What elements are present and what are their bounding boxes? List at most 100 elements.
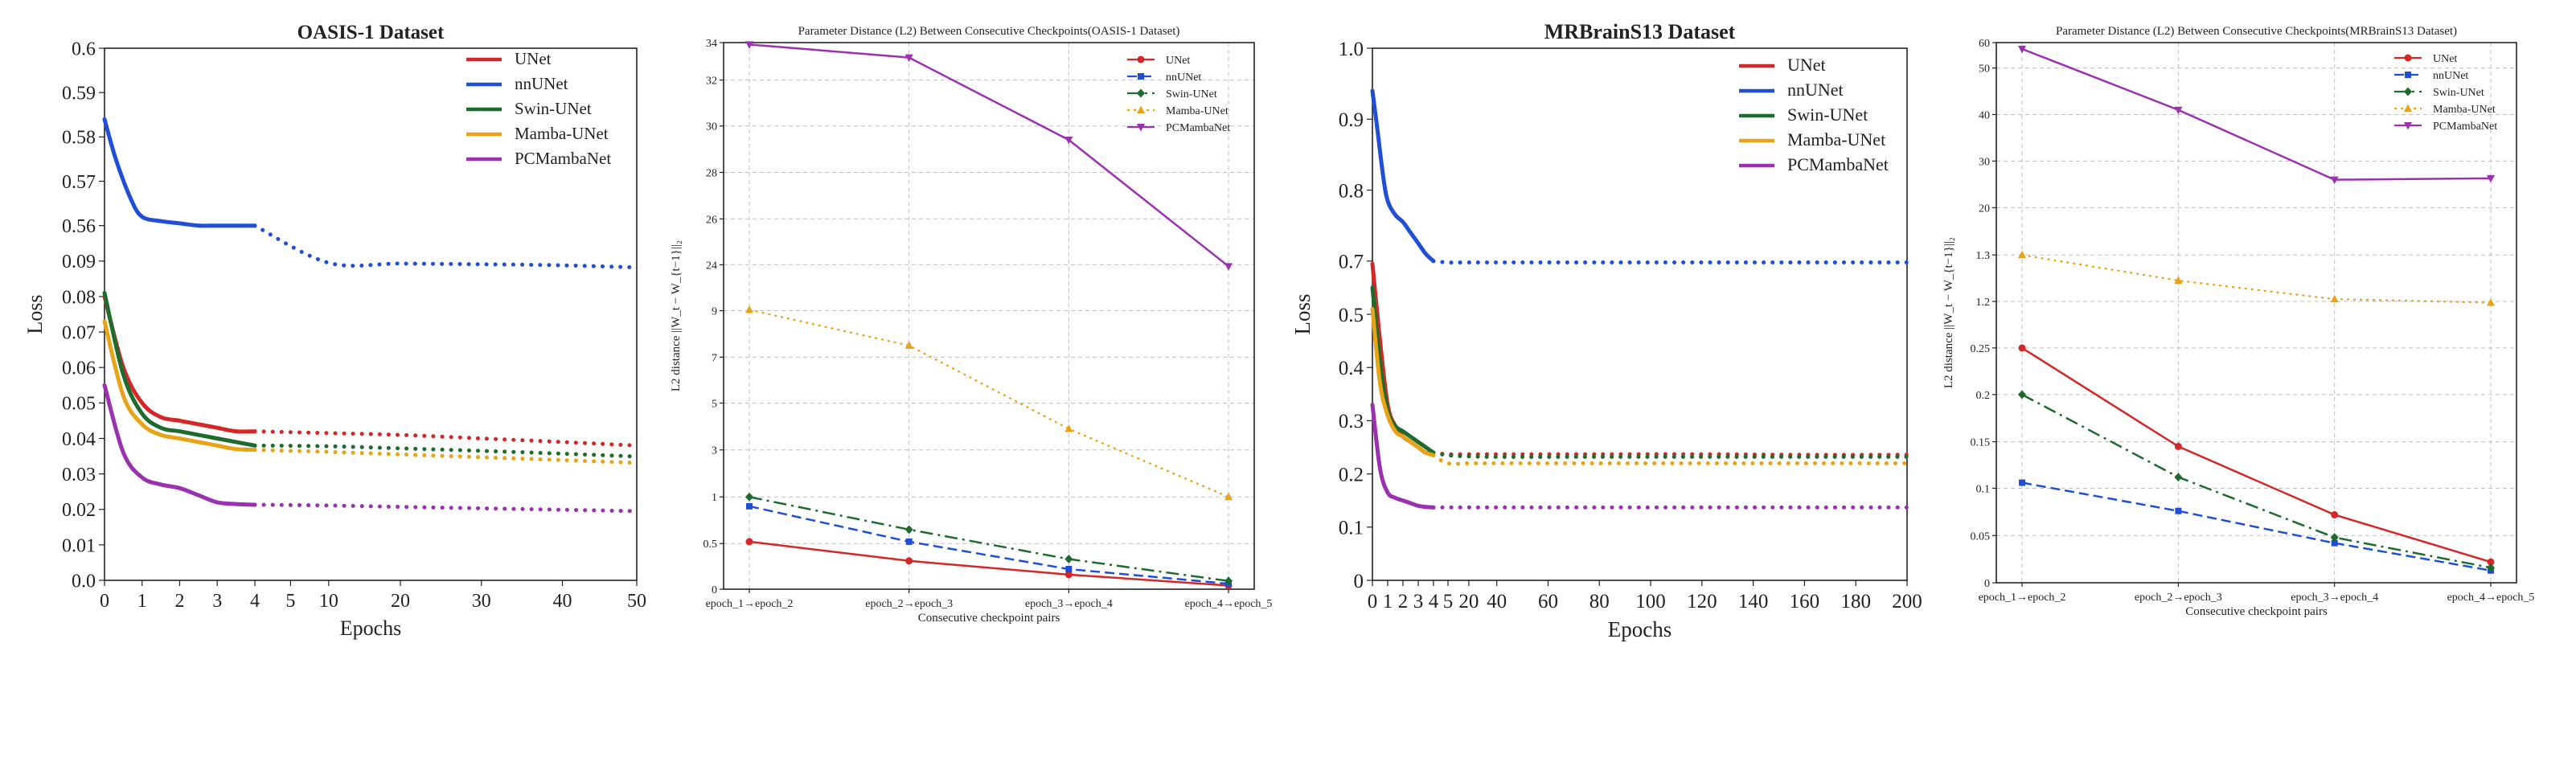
y-tick-label: 0.01: [62, 535, 96, 556]
y-tick-label: 0.0: [72, 571, 96, 592]
x-tick-label: 60: [1538, 591, 1558, 612]
x-tick-label: 1: [1383, 591, 1393, 612]
legend-label: Swin-UNet: [1787, 104, 1868, 125]
data-point: [2174, 473, 2183, 482]
series-dotted-Mamba-UNet: [1431, 453, 1909, 466]
x-axis-label: Consecutive checkpoint pairs: [918, 612, 1060, 625]
plot-frame: [1996, 42, 2517, 584]
legend-label: nnUNet: [1166, 72, 1201, 84]
data-point: [1064, 137, 1073, 145]
plot-frame: [723, 42, 1255, 590]
legend-label: PCMambaNet: [515, 149, 611, 168]
y-tick-label: 28: [706, 168, 717, 180]
y-tick-label: 60: [1979, 38, 1990, 50]
y-tick-label: 0.1: [1339, 518, 1364, 539]
series-line-Swin-UNet: [749, 495, 1229, 583]
x-tick-label: 180: [1840, 591, 1871, 612]
legend-label: UNet: [2433, 53, 2457, 65]
data-point: [904, 525, 913, 535]
legend-label: Mamba-UNet: [1787, 129, 1885, 150]
y-tick-label: 50: [1979, 63, 1990, 76]
data-point: [1224, 263, 1233, 271]
data-point: [2019, 479, 2025, 486]
plot-frame: [104, 47, 638, 581]
series-line-UNet: [102, 294, 257, 434]
x-tick-label: 200: [1892, 591, 1922, 612]
x-tick-label: epoch_3→epoch_4: [1025, 598, 1113, 610]
loss-chart-2: 0 1 2 3 4 5 20 40 60 80 100 120 140 160 180 200 0 0.1 0.2 0…: [1290, 20, 1922, 641]
x-axis-label: Epochs: [340, 617, 402, 640]
legend-label: PCMambaNet: [1166, 122, 1230, 134]
y-tick-label: 0.59: [62, 84, 96, 104]
x-tick-label: 0: [1368, 591, 1378, 612]
data-point: [2331, 539, 2338, 547]
y-tick-label: 0.9: [1339, 109, 1364, 131]
legend-label: PCMambaNet: [1787, 154, 1889, 174]
x-tick-label: 5: [1443, 591, 1454, 612]
y-tick-label: 0.08: [62, 287, 96, 308]
y-tick-label: 5: [712, 398, 717, 410]
series-line-nnUNet: [1370, 88, 1436, 264]
data-point: [746, 502, 753, 510]
legend-label: PCMambaNet: [2433, 121, 2497, 133]
x-tick-label: epoch_4→epoch_5: [2447, 592, 2535, 604]
y-tick-label: 0.5: [703, 539, 718, 551]
y-tick-label: 0.56: [62, 216, 96, 237]
y-axis-label: L2 distance ||W_t − W_{t−1}||₂: [670, 240, 683, 391]
series-line-PCMambaNet: [102, 383, 257, 507]
y-tick-label: 0.03: [62, 465, 96, 485]
y-tick-label: 0.1: [1976, 483, 1991, 495]
x-tick-label: 5: [285, 591, 295, 612]
y-tick-label: 40: [1979, 110, 1990, 122]
x-tick-label: epoch_1→epoch_2: [1979, 592, 2066, 604]
data-point: [2174, 442, 2182, 450]
data-point: [745, 41, 753, 49]
y-tick-label: 1.3: [1976, 250, 1991, 262]
data-point: [2487, 563, 2495, 572]
series-line-nnUNet: [749, 505, 1229, 585]
x-tick-label: 40: [553, 591, 572, 612]
series-dotted-UNet: [252, 429, 639, 448]
x-tick-label: 160: [1790, 591, 1820, 612]
x-tick-label: 4: [1429, 591, 1439, 612]
series-dotted-nnUNet: [1431, 259, 1909, 265]
y-tick-label: 32: [706, 76, 717, 88]
x-tick-label: 100: [1635, 591, 1666, 612]
data-point: [904, 341, 913, 349]
y-tick-label: 0.07: [62, 322, 96, 343]
y-tick-label: 0.7: [1339, 252, 1364, 273]
legend-label: Mamba-UNet: [515, 124, 609, 143]
y-tick-label: 1: [712, 492, 717, 504]
legend-label: nnUNet: [1787, 80, 1844, 100]
legend-marker: [1137, 88, 1145, 98]
data-point: [2175, 507, 2182, 514]
series-dotted-Mamba-UNet: [252, 448, 639, 465]
series-line-nnUNet: [102, 117, 257, 228]
x-tick-label: 30: [472, 591, 491, 612]
y-axis-label: Loss: [23, 294, 47, 334]
x-tick-label: 140: [1738, 591, 1769, 612]
x-tick-label: 0: [100, 591, 109, 612]
legend-label: UNet: [1166, 55, 1190, 67]
y-tick-label: 7: [712, 352, 717, 364]
y-tick-label: 3: [712, 445, 717, 457]
x-tick-label: 40: [1487, 591, 1507, 612]
data-point: [2330, 533, 2339, 543]
legend-marker: [1138, 73, 1144, 80]
series-line-UNet: [749, 540, 1229, 587]
data-point: [2174, 106, 2183, 115]
y-tick-label: 0.09: [62, 252, 96, 272]
series-line-Mamba-UNet: [102, 319, 257, 453]
data-point: [2018, 390, 2026, 399]
y-tick-label: 30: [706, 121, 717, 133]
l2-chart-3: 0 0.05 0.1 0.15 0.2 0.25 1.2 1.3 20 30 40 50 60 epoch…: [1942, 25, 2534, 618]
x-tick-label: 120: [1687, 591, 1717, 612]
x-tick-label: 1: [137, 591, 147, 612]
y-tick-label: 0.5: [1339, 305, 1364, 326]
data-point: [2331, 510, 2339, 518]
x-tick-label: 2: [174, 591, 184, 612]
data-point: [905, 557, 913, 565]
chart-title: MRBrainS13 Dataset: [1544, 20, 1736, 43]
y-tick-label: 0.57: [62, 172, 96, 193]
